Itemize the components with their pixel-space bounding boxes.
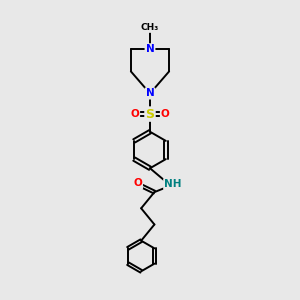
Text: O: O — [161, 109, 170, 119]
Text: S: S — [146, 108, 154, 121]
Text: CH₃: CH₃ — [141, 23, 159, 32]
Text: O: O — [130, 109, 139, 119]
Text: NH: NH — [164, 179, 182, 189]
Text: N: N — [146, 44, 154, 54]
Text: O: O — [133, 178, 142, 188]
Text: N: N — [146, 88, 154, 98]
